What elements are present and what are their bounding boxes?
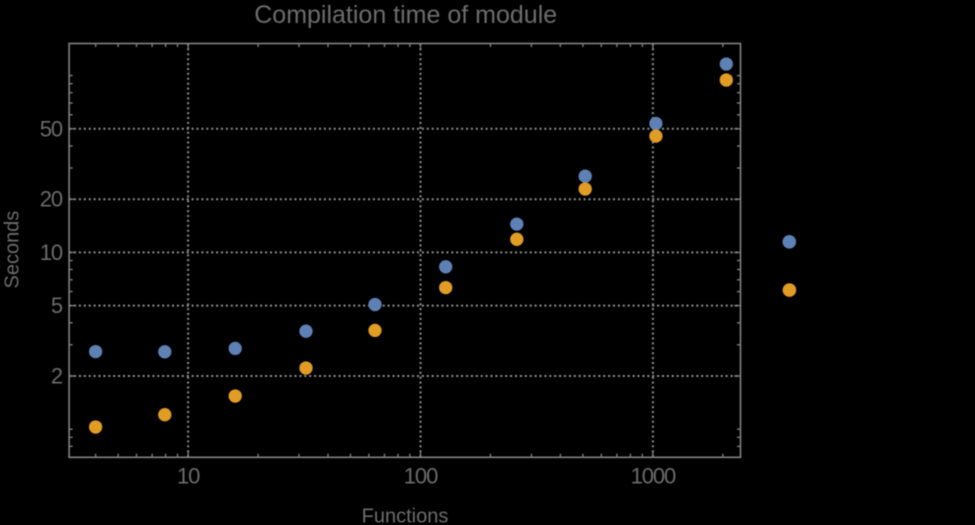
svg-text:5: 5 xyxy=(51,293,63,318)
svg-text:Functions: Functions xyxy=(362,505,449,525)
svg-text:Compilation time of module: Compilation time of module xyxy=(254,1,557,29)
svg-text:10: 10 xyxy=(40,240,63,265)
svg-text:2: 2 xyxy=(51,364,63,389)
svg-text:50: 50 xyxy=(40,116,63,141)
svg-text:1000: 1000 xyxy=(631,464,676,489)
svg-text:10: 10 xyxy=(177,464,200,489)
svg-text:Seconds: Seconds xyxy=(1,211,23,289)
svg-text:100: 100 xyxy=(404,464,438,489)
svg-text:20: 20 xyxy=(40,187,63,212)
